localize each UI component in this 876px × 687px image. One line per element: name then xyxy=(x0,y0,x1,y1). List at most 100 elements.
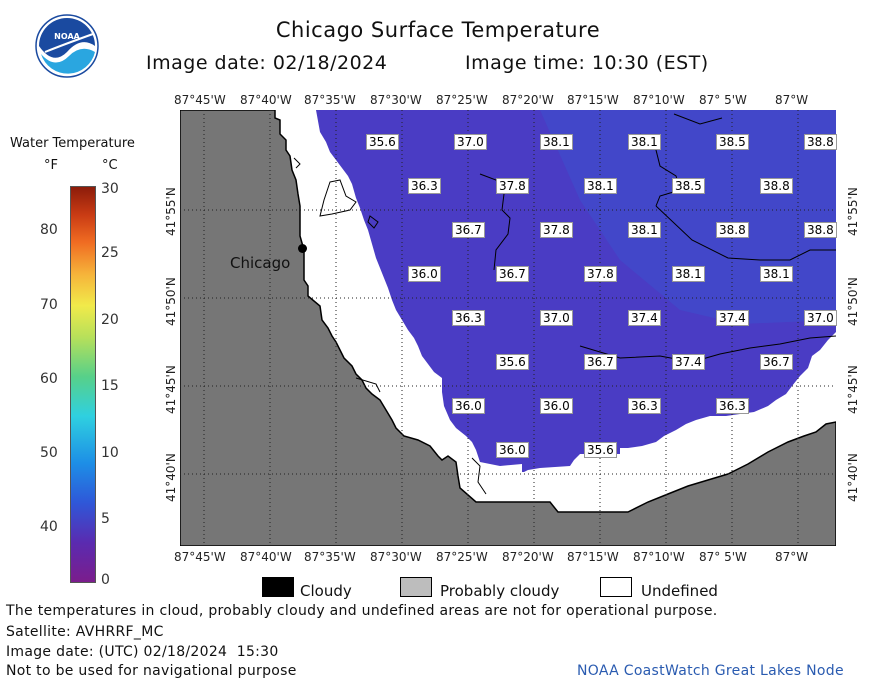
legend-unit-f: °F xyxy=(44,158,58,173)
temperature-label: 38.1 xyxy=(628,134,661,150)
shore-line xyxy=(293,157,301,169)
probably-cloudy-label: Probably cloudy xyxy=(440,582,560,600)
temperature-label: 37.8 xyxy=(584,266,617,282)
temperature-map: 35.6 37.0 38.1 38.1 38.5 38.8 36.3 37.8 38.1 38.5… xyxy=(179,109,837,547)
legend-tick-f: 80 xyxy=(40,222,58,238)
shore-line xyxy=(471,457,487,495)
longitude-label: 87°35'W xyxy=(304,550,356,564)
longitude-label: 87°W xyxy=(775,93,809,107)
legend-tick-f: 70 xyxy=(40,297,58,313)
noaa-logo-text: NOAA xyxy=(54,32,80,41)
temperature-label: 38.1 xyxy=(760,266,793,282)
longitude-label: 87°10'W xyxy=(633,550,685,564)
node-credit: NOAA CoastWatch Great Lakes Node xyxy=(577,663,844,679)
temperature-label: 36.7 xyxy=(760,354,793,370)
temperature-label: 38.1 xyxy=(584,178,617,194)
temperature-label: 38.5 xyxy=(672,178,705,194)
temperature-label: 35.6 xyxy=(366,134,399,150)
longitude-label: 87°15'W xyxy=(567,550,619,564)
utc-date-text: Image date: (UTC) 02/18/2024 15:30 xyxy=(6,644,279,660)
temperature-label: 37.4 xyxy=(628,310,661,326)
temperature-label: 36.3 xyxy=(408,178,441,194)
longitude-label: 87°35'W xyxy=(304,93,356,107)
latitude-label: 41°50'N xyxy=(164,277,178,326)
city-label-chicago: Chicago xyxy=(230,254,291,272)
latitude-label: 41°40'N xyxy=(164,453,178,502)
temperature-label: 38.1 xyxy=(628,222,661,238)
legend-title: Water Temperature xyxy=(10,136,135,151)
longitude-label: 87°20'W xyxy=(502,93,554,107)
temperature-label: 35.6 xyxy=(496,354,529,370)
temperature-label: 38.5 xyxy=(716,134,749,150)
temperature-label: 38.8 xyxy=(804,222,837,238)
longitude-label: 87°40'W xyxy=(240,550,292,564)
temperature-label: 37.8 xyxy=(496,178,529,194)
latitude-label: 41°40'N xyxy=(846,453,860,502)
navigation-warning: Not to be used for navigational purpose xyxy=(6,663,297,679)
probably-cloudy-swatch xyxy=(400,577,432,597)
water-boundary xyxy=(639,133,681,207)
graticule xyxy=(180,110,836,546)
water-boundary xyxy=(655,205,836,261)
longitude-label: 87°25'W xyxy=(436,93,488,107)
temperature-label: 36.0 xyxy=(408,266,441,282)
cloudy-swatch xyxy=(262,577,294,597)
longitude-label: 87°30'W xyxy=(370,550,422,564)
color-scale-bar xyxy=(70,186,96,583)
temperature-label: 36.0 xyxy=(496,442,529,458)
temperature-label: 37.4 xyxy=(716,310,749,326)
water-boundary xyxy=(579,335,837,363)
longitude-label: 87°40'W xyxy=(240,93,292,107)
temperature-label: 38.8 xyxy=(804,134,837,150)
temperature-label: 38.8 xyxy=(760,178,793,194)
legend-tick-c: 10 xyxy=(101,445,119,461)
temperature-label: 36.3 xyxy=(628,398,661,414)
longitude-label: 87° 5'W xyxy=(699,93,747,107)
temperature-label: 38.8 xyxy=(716,222,749,238)
temperature-label: 36.3 xyxy=(716,398,749,414)
noaa-logo-icon: NOAA xyxy=(35,14,99,78)
temperature-label: 36.0 xyxy=(452,398,485,414)
temperature-label: 37.8 xyxy=(540,222,573,238)
latitude-label: 41°45'N xyxy=(846,365,860,414)
temperature-label: 36.7 xyxy=(452,222,485,238)
disclaimer-text: The temperatures in cloud, probably clou… xyxy=(6,603,718,619)
legend-tick-f: 50 xyxy=(40,445,58,461)
longitude-label: 87°20'W xyxy=(502,550,554,564)
longitude-label: 87°W xyxy=(775,550,809,564)
latitude-label: 41°50'N xyxy=(846,277,860,326)
undefined-swatch xyxy=(600,577,632,597)
legend-tick-c: 25 xyxy=(101,245,119,261)
latitude-label: 41°45'N xyxy=(164,365,178,414)
longitude-label: 87° 5'W xyxy=(699,550,747,564)
temperature-label: 36.7 xyxy=(496,266,529,282)
longitude-label: 87°45'W xyxy=(174,550,226,564)
temperature-label: 37.0 xyxy=(540,310,573,326)
legend-tick-c: 20 xyxy=(101,312,119,328)
temperature-label: 36.0 xyxy=(540,398,573,414)
legend-tick-c: 5 xyxy=(101,511,110,527)
undefined-label: Undefined xyxy=(641,582,718,600)
shore-line xyxy=(355,377,381,393)
longitude-label: 87°25'W xyxy=(436,550,488,564)
temperature-label: 37.0 xyxy=(454,134,487,150)
legend-tick-f: 40 xyxy=(40,519,58,535)
temperature-label: 37.4 xyxy=(672,354,705,370)
legend-unit-c: °C xyxy=(102,158,118,173)
legend-tick-c: 0 xyxy=(101,572,110,588)
inland-feature xyxy=(319,179,357,217)
city-marker xyxy=(298,244,307,253)
temperature-label: 37.0 xyxy=(804,310,837,326)
legend-tick-c: 30 xyxy=(101,181,119,197)
temperature-label: 35.6 xyxy=(584,442,617,458)
page-title: Chicago Surface Temperature xyxy=(275,18,601,42)
longitude-label: 87°30'W xyxy=(370,93,422,107)
image-date: Image date: 02/18/2024 xyxy=(146,52,388,74)
temperature-label: 36.7 xyxy=(584,354,617,370)
longitude-label: 87°10'W xyxy=(633,93,685,107)
longitude-label: 87°45'W xyxy=(174,93,226,107)
temperature-label: 36.3 xyxy=(452,310,485,326)
water-area xyxy=(316,110,836,472)
legend-tick-c: 15 xyxy=(101,378,119,394)
cloudy-label: Cloudy xyxy=(300,582,352,600)
